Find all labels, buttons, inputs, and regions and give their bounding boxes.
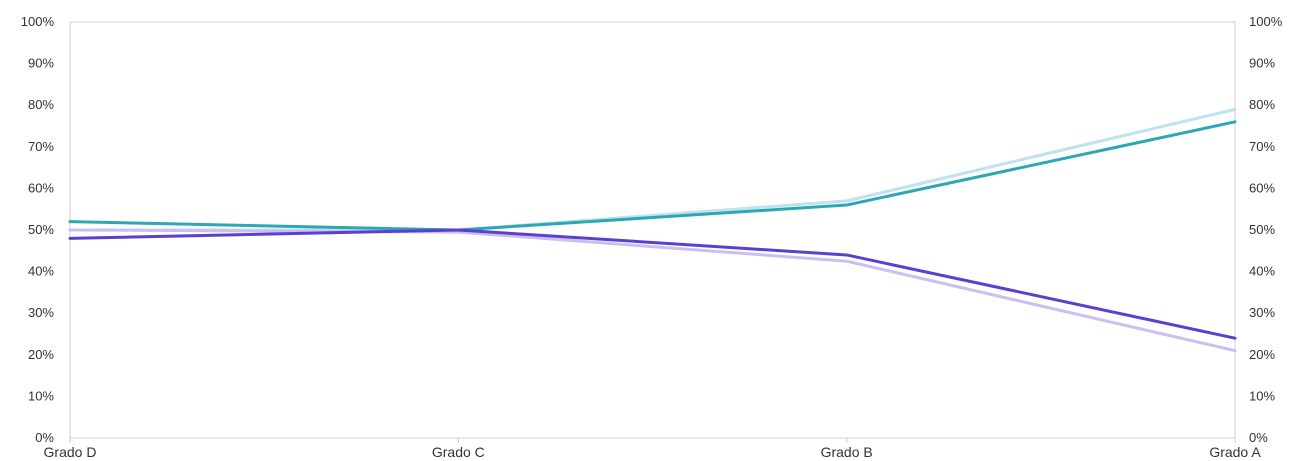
y-tick-label-right: 50%	[1249, 222, 1275, 237]
y-tick-label-right: 90%	[1249, 56, 1275, 71]
y-tick-label-left: 70%	[28, 139, 54, 154]
y-tick-label-right: 60%	[1249, 180, 1275, 195]
y-tick-label-right: 10%	[1249, 388, 1275, 403]
y-tick-label-left: 0%	[35, 430, 54, 445]
y-tick-label-left: 20%	[28, 347, 54, 362]
y-tick-label-left: 90%	[28, 56, 54, 71]
x-category-label: Grado B	[821, 444, 873, 460]
y-tick-label-left: 10%	[28, 388, 54, 403]
x-axis: Grado D Grado C Grado B Grado A	[44, 438, 1261, 460]
x-category-label: Grado C	[432, 444, 485, 460]
series-line-1	[68, 107, 1237, 232]
right-y-axis: 0% 10% 20% 30% 40% 50% 60% 70% 80% 90% 100%	[1249, 14, 1283, 445]
series-line-2	[68, 228, 1237, 353]
y-tick-label-left: 50%	[28, 222, 54, 237]
y-tick-label-right: 70%	[1249, 139, 1275, 154]
x-category-label: Grado D	[44, 444, 97, 460]
y-tick-label-right: 20%	[1249, 347, 1275, 362]
left-y-axis: 0% 10% 20% 30% 40% 50% 60% 70% 80% 90% 100%	[21, 14, 55, 445]
y-tick-label-right: 0%	[1249, 430, 1268, 445]
y-tick-label-left: 80%	[28, 97, 54, 112]
series-line-3	[68, 120, 1237, 232]
y-tick-label-right: 80%	[1249, 97, 1275, 112]
y-tick-label-right: 30%	[1249, 305, 1275, 320]
y-tick-label-left: 100%	[21, 14, 55, 29]
y-tick-label-left: 30%	[28, 305, 54, 320]
y-tick-label-left: 60%	[28, 180, 54, 195]
y-tick-label-right: 100%	[1249, 14, 1283, 29]
series-line-4	[68, 228, 1237, 340]
y-tick-label-left: 40%	[28, 264, 54, 279]
x-category-label: Grado A	[1209, 444, 1261, 460]
y-tick-label-right: 40%	[1249, 264, 1275, 279]
series-layer	[68, 107, 1237, 353]
